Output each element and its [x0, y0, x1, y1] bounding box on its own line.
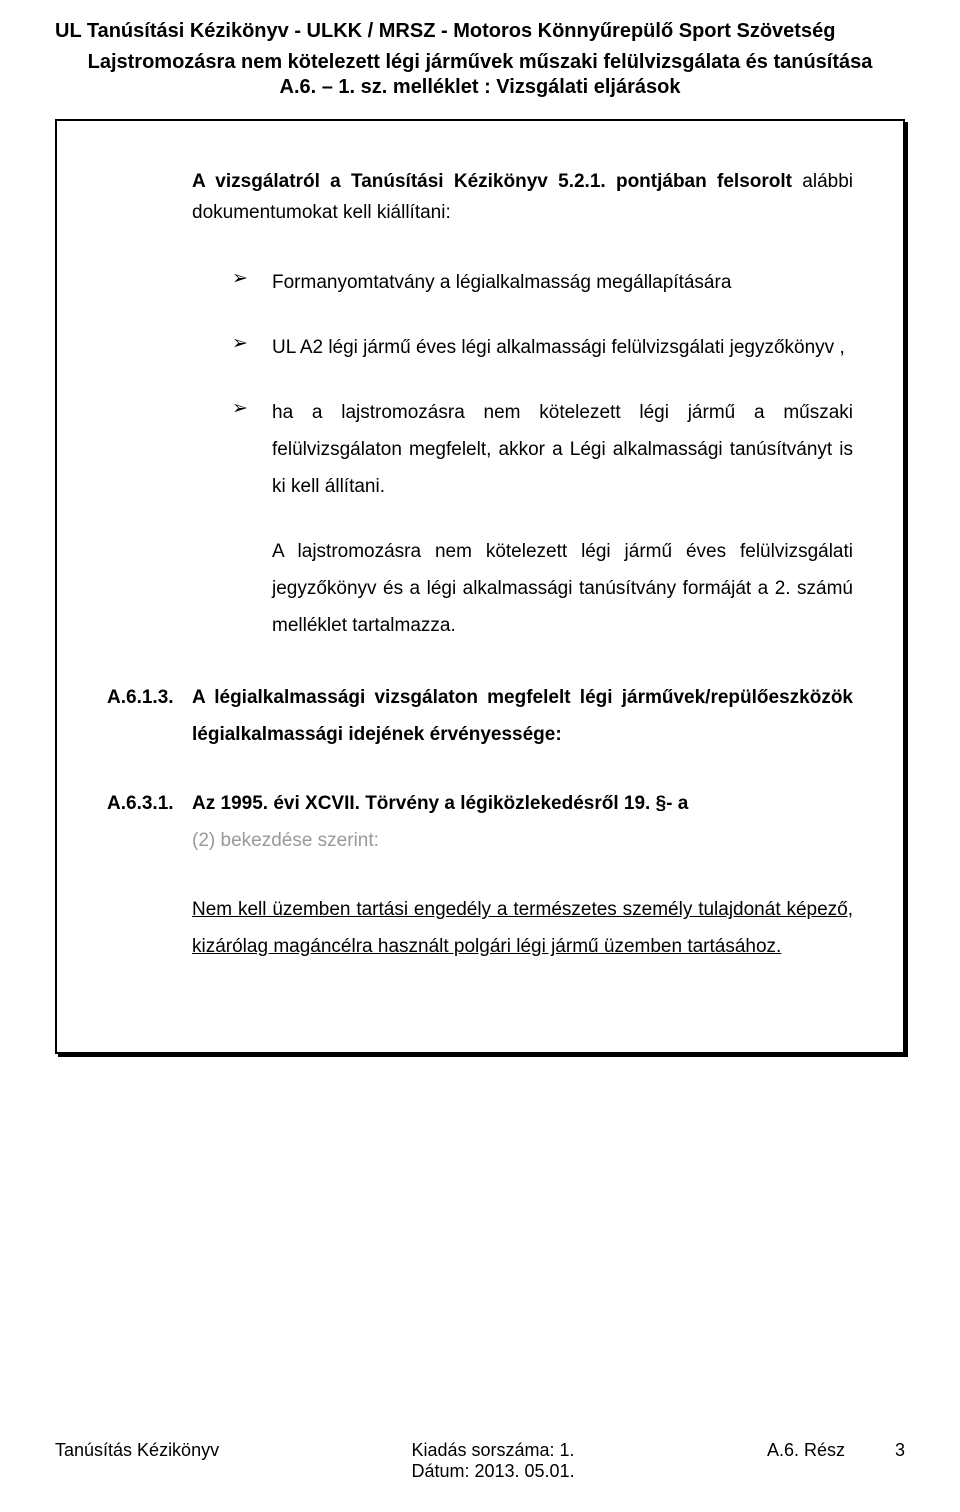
- footer-section: A.6. Rész: [767, 1440, 845, 1482]
- section-a631-bold: Az 1995. évi XCVII. Törvény a légiközlek…: [192, 793, 688, 814]
- arrow-icon: ➢: [232, 394, 272, 424]
- bullet-1: Formanyomtatvány a légialkalmasság megál…: [272, 264, 853, 301]
- footer-date: Dátum: 2013. 05.01.: [411, 1461, 574, 1481]
- bullet-2: UL A2 légi jármű éves légi alkalmassági …: [272, 329, 853, 366]
- section-number: A.6.3.1.: [107, 785, 192, 822]
- section-number: A.6.1.3.: [107, 679, 192, 716]
- footer-left: Tanúsítás Kézikönyv: [55, 1440, 219, 1482]
- footer-right: A.6. Rész 3: [767, 1440, 905, 1482]
- list-item: ➢ ha a lajstromozásra nem kötelezett lég…: [232, 394, 853, 505]
- header-line1: UL Tanúsítási Kézikönyv - ULKK / MRSZ - …: [55, 20, 905, 43]
- arrow-icon: ➢: [232, 329, 272, 359]
- intro-part1: A vizsgálatról a Tanúsítási Kézikönyv 5.…: [192, 171, 792, 192]
- list-item: ➢ Formanyomtatvány a légialkalmasság meg…: [232, 264, 853, 301]
- header-line2: Lajstromozásra nem kötelezett légi jármű…: [55, 51, 905, 74]
- page-footer: Tanúsítás Kézikönyv Kiadás sorszáma: 1. …: [55, 1440, 905, 1482]
- section-a613: A.6.1.3. A légialkalmassági vizsgálaton …: [107, 679, 853, 753]
- document-page: UL Tanúsítási Kézikönyv - ULKK / MRSZ - …: [0, 0, 960, 1512]
- section-a631-grey: (2) bekezdése szerint:: [192, 830, 379, 851]
- intro-paragraph: A vizsgálatról a Tanúsítási Kézikönyv 5.…: [192, 166, 853, 229]
- section-a613-text: A légialkalmassági vizsgálaton megfelelt…: [192, 679, 853, 753]
- list-item: ➢ UL A2 légi jármű éves légi alkalmasság…: [232, 329, 853, 366]
- arrow-icon: ➢: [232, 264, 272, 294]
- footer-page-number: 3: [895, 1440, 905, 1482]
- bullet-list: ➢ Formanyomtatvány a légialkalmasság meg…: [232, 264, 853, 505]
- header-line3: A.6. – 1. sz. melléklet : Vizsgálati elj…: [55, 76, 905, 99]
- law-text: Nem kell üzemben tartási engedély a term…: [192, 891, 853, 965]
- section-a631: A.6.3.1. Az 1995. évi XCVII. Törvény a l…: [107, 785, 853, 859]
- law-paragraph: Nem kell üzemben tartási engedély a term…: [107, 891, 853, 965]
- section-a631-body: Az 1995. évi XCVII. Törvény a légiközlek…: [192, 785, 853, 859]
- footer-edition: Kiadás sorszáma: 1.: [411, 1440, 574, 1460]
- content-frame: A vizsgálatról a Tanúsítási Kézikönyv 5.…: [55, 119, 905, 1054]
- footer-middle: Kiadás sorszáma: 1. Dátum: 2013. 05.01.: [411, 1440, 574, 1482]
- bullet-3: ha a lajstromozásra nem kötelezett légi …: [272, 394, 853, 505]
- subparagraph: A lajstromozásra nem kötelezett légi jár…: [272, 533, 853, 644]
